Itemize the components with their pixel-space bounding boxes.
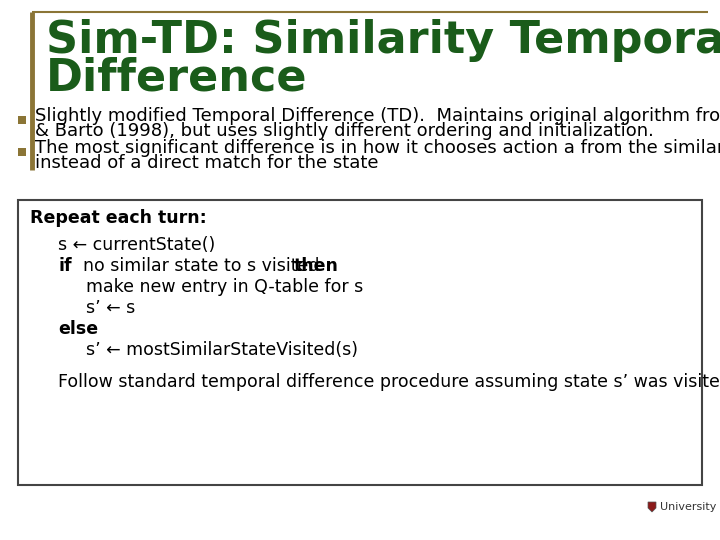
- Text: then: then: [294, 257, 339, 275]
- Text: else: else: [58, 320, 98, 338]
- Text: & Barto (1998), but uses slightly different ordering and initialization.: & Barto (1998), but uses slightly differ…: [35, 122, 654, 140]
- Text: no similar state to s visited: no similar state to s visited: [72, 257, 325, 275]
- Text: s’ ← s: s’ ← s: [86, 299, 135, 318]
- Polygon shape: [648, 502, 656, 512]
- Text: instead of a direct match for the state: instead of a direct match for the state: [35, 154, 379, 172]
- Text: make new entry in Q-table for s: make new entry in Q-table for s: [86, 278, 364, 296]
- Text: University: University: [660, 502, 716, 512]
- Text: s ← currentState(): s ← currentState(): [58, 237, 215, 254]
- Text: Difference: Difference: [46, 57, 307, 99]
- Text: Sim-TD: Similarity Temporal: Sim-TD: Similarity Temporal: [46, 18, 720, 62]
- Text: Repeat each turn:: Repeat each turn:: [30, 209, 207, 227]
- Text: The most significant difference is in how it chooses action a from the similarit: The most significant difference is in ho…: [35, 139, 720, 157]
- Text: Slightly modified Temporal Difference (TD).  Maintains original algorithm from S: Slightly modified Temporal Difference (T…: [35, 107, 720, 125]
- Text: if: if: [58, 257, 71, 275]
- Bar: [18, 200, 702, 485]
- Text: Follow standard temporal difference procedure assuming state s’ was visited: Follow standard temporal difference proc…: [58, 373, 720, 391]
- Text: s’ ← mostSimilarStateVisited(s): s’ ← mostSimilarStateVisited(s): [86, 341, 358, 359]
